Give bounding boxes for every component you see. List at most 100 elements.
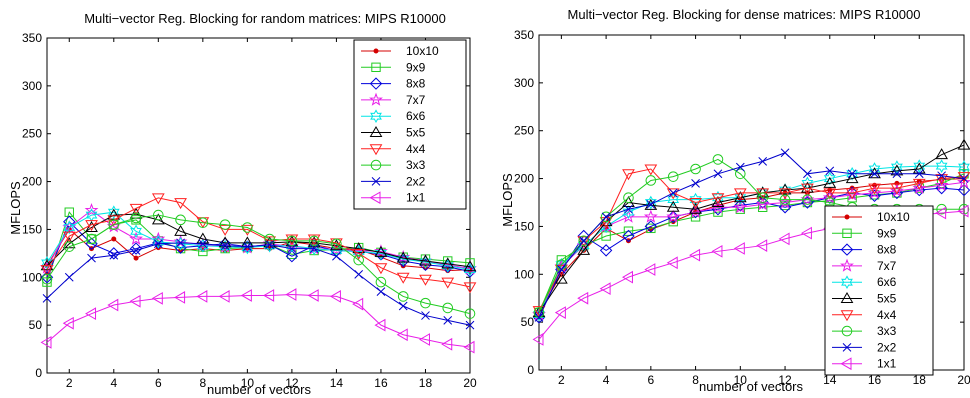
data-point-1x1 — [151, 291, 163, 305]
data-point-2x2 — [914, 169, 924, 179]
data-point-2x2 — [624, 204, 633, 214]
data-point-5x5 — [441, 257, 455, 269]
data-point-5x5 — [957, 138, 970, 150]
data-point-1x1 — [644, 263, 656, 276]
data-point-1x1 — [285, 288, 297, 301]
x-tick-label: 6 — [155, 376, 162, 390]
x-tick-label: 8 — [692, 373, 699, 387]
data-point-4x4 — [912, 178, 926, 190]
data-point-3x3 — [779, 194, 791, 205]
y-tick-label: 350 — [514, 28, 534, 42]
data-point-2x2 — [309, 244, 319, 253]
data-point-8x8 — [644, 220, 658, 233]
data-point-2x2 — [243, 242, 252, 252]
data-point-6x6 — [600, 219, 613, 234]
data-point-6x6 — [241, 240, 254, 255]
data-point-4x4 — [622, 169, 635, 181]
data-point-6x6 — [890, 160, 903, 174]
data-point-4x4 — [666, 188, 680, 200]
x-tick-label: 2 — [66, 376, 73, 390]
data-point-4x4 — [241, 224, 254, 236]
data-point-2x2 — [376, 287, 386, 296]
data-point-2x2 — [398, 301, 408, 311]
data-point-1x1 — [532, 333, 544, 346]
data-point-4x4 — [40, 265, 54, 277]
plot-frame — [538, 34, 965, 371]
data-point-5x5 — [733, 191, 747, 203]
data-point-10x10 — [625, 238, 631, 244]
data-point-4x4 — [644, 164, 658, 176]
data-point-7x7 — [912, 180, 927, 195]
legend-marker-3x3 — [841, 325, 853, 337]
data-point-1x1 — [218, 290, 230, 303]
data-point-1x1 — [352, 297, 364, 311]
data-point-3x3 — [936, 203, 947, 215]
data-point-8x8 — [935, 181, 948, 195]
data-point-5x5 — [666, 200, 680, 212]
x-tick-label: 12 — [778, 373, 792, 387]
data-point-3x3 — [175, 214, 186, 226]
data-point-6x6 — [734, 190, 747, 205]
legend-label: 1x1 — [406, 191, 426, 205]
legend-marker-1x1 — [840, 357, 852, 371]
data-point-3x3 — [331, 238, 342, 250]
data-point-8x8 — [957, 183, 970, 197]
data-point-3x3 — [375, 276, 387, 288]
legend-label: 5x5 — [406, 126, 426, 140]
data-point-4x4 — [845, 188, 859, 200]
legend-marker-3x3 — [370, 159, 382, 171]
legend-label: 3x3 — [877, 324, 897, 338]
legend-marker-10x10 — [373, 48, 379, 54]
data-point-3x3 — [690, 163, 701, 175]
legend-marker-7x7 — [369, 92, 383, 106]
legend: 10x10 9x9 8x8 7x7 6x6 5x5 4x4 3x3 2x2 1x1 — [353, 39, 467, 210]
data-point-3x3 — [578, 235, 590, 247]
data-point-6x6 — [375, 246, 387, 261]
data-point-6x6 — [801, 176, 814, 191]
x-tick-label: 16 — [868, 373, 882, 387]
legend-label: 2x2 — [406, 174, 426, 188]
data-point-2x2 — [153, 239, 163, 249]
series-line-5x5 — [46, 213, 471, 268]
data-point-4x4 — [307, 234, 321, 246]
data-point-5x5 — [868, 167, 881, 179]
data-point-1x1 — [418, 333, 430, 346]
data-point-5x5 — [196, 232, 210, 244]
data-point-4x4 — [151, 193, 165, 205]
legend-marker-1x1 — [369, 191, 381, 205]
y-tick-label: 50 — [29, 318, 43, 332]
data-point-6x6 — [130, 224, 142, 239]
legend-marker-6x6 — [370, 109, 382, 124]
y-tick-label: 200 — [514, 172, 534, 186]
data-point-8x8 — [868, 189, 881, 203]
x-tick-label: 10 — [734, 373, 748, 387]
data-point-2x2 — [198, 239, 208, 249]
data-point-4x4 — [733, 188, 747, 200]
data-point-6x6 — [868, 162, 881, 176]
y-axis-label: MFLOPS — [8, 181, 23, 235]
data-point-6x6 — [397, 252, 410, 266]
data-point-2x2 — [354, 270, 364, 279]
data-point-2x2 — [87, 253, 96, 263]
data-point-2x2 — [959, 174, 969, 183]
y-axis-label: MFLOPS — [500, 173, 515, 227]
legend-label: 7x7 — [877, 259, 897, 273]
legend-marker-2x2 — [842, 343, 852, 352]
data-point-8x8 — [734, 199, 747, 212]
legend-label: 4x4 — [877, 308, 897, 322]
data-point-2x2 — [557, 265, 566, 274]
legend-label: 9x9 — [406, 60, 426, 74]
data-point-7x7 — [755, 197, 770, 211]
data-point-4x4 — [463, 282, 477, 294]
data-point-5x5 — [419, 254, 432, 266]
data-point-8x8 — [801, 196, 814, 209]
data-point-6x6 — [152, 235, 165, 249]
y-tick-label: 250 — [514, 124, 534, 138]
data-point-5x5 — [555, 272, 568, 284]
data-point-1x1 — [621, 270, 633, 284]
x-tick-label: 4 — [110, 376, 117, 390]
legend-marker-10x10 — [844, 214, 850, 220]
data-point-2x2 — [847, 169, 857, 179]
data-point-10x10 — [133, 255, 139, 261]
